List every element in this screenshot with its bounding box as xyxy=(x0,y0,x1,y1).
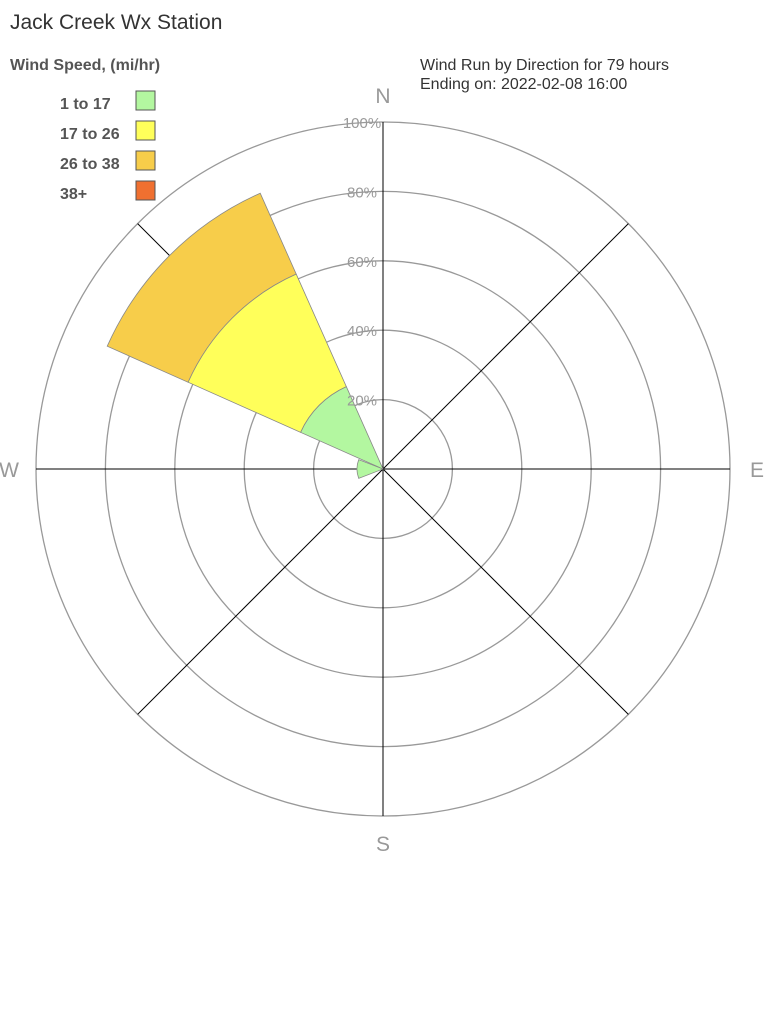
legend-swatch xyxy=(135,90,156,111)
spoke xyxy=(382,468,629,715)
direction-label: E xyxy=(750,459,764,482)
spoke xyxy=(137,468,384,715)
ring-label: 60% xyxy=(347,254,377,271)
direction-label: W xyxy=(0,459,19,482)
legend-label: 1 to 17 xyxy=(60,96,111,113)
subtitle: Wind Run by Direction for 79 hours xyxy=(420,57,669,74)
direction-label: N xyxy=(375,85,390,108)
legend-title: Wind Speed, (mi/hr) xyxy=(10,57,160,74)
legend-label: 38+ xyxy=(60,186,87,203)
ring-label: 40% xyxy=(347,323,377,340)
chart-title: Jack Creek Wx Station xyxy=(10,11,222,34)
ring-label: 20% xyxy=(347,393,377,410)
legend-label: 26 to 38 xyxy=(60,156,120,173)
legend-swatch xyxy=(135,150,156,171)
ring-label: 100% xyxy=(343,115,381,132)
legend-swatch xyxy=(135,180,156,201)
wedge xyxy=(356,459,385,479)
wedge xyxy=(106,192,297,383)
subtitle: Ending on: 2022-02-08 16:00 xyxy=(420,76,627,93)
ring-label: 80% xyxy=(347,184,377,201)
legend-label: 17 to 26 xyxy=(60,126,120,143)
legend-swatch xyxy=(135,120,156,141)
direction-label: S xyxy=(376,833,390,856)
spoke xyxy=(382,223,629,470)
